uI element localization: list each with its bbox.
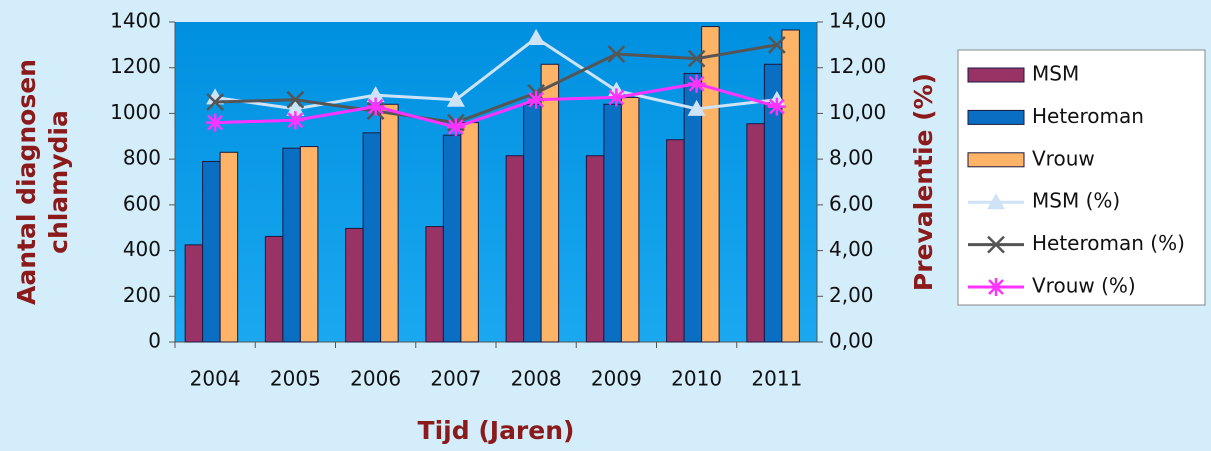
- legend-marker: [987, 193, 1005, 210]
- legend-marker: [987, 235, 1005, 254]
- point: [446, 118, 465, 137]
- point: [687, 99, 706, 116]
- y-tick-label: 600: [123, 191, 161, 215]
- bar: [380, 103, 399, 343]
- bar: [666, 139, 685, 343]
- bar: [781, 29, 800, 343]
- legend-label: MSM: [1032, 62, 1079, 86]
- x-tick-label: 2011: [751, 367, 802, 391]
- x-tick-label: 2007: [430, 367, 481, 391]
- bar: [540, 63, 560, 343]
- legend-label: Vrouw: [1032, 146, 1095, 170]
- point: [366, 86, 385, 103]
- y-tick-label: 200: [123, 283, 161, 307]
- bar: [603, 103, 622, 343]
- legend-marker: [987, 278, 1005, 296]
- legend-swatch: [967, 109, 1025, 125]
- bar: [523, 103, 542, 343]
- legend-label: Vrouw (%): [1032, 274, 1136, 298]
- bar: [442, 134, 462, 343]
- point: [366, 97, 385, 116]
- y2-tick-label: 0,00: [829, 329, 874, 353]
- point: [607, 88, 626, 107]
- y2-tick-label: 10,00: [829, 100, 886, 124]
- bar: [345, 227, 364, 343]
- y2-tick-label: 14,00: [829, 9, 886, 33]
- legend-box: [957, 49, 1206, 306]
- x-tick-label: 2004: [190, 367, 241, 391]
- point: [286, 90, 305, 109]
- bar: [620, 96, 640, 343]
- point: [767, 97, 786, 116]
- point: [206, 93, 225, 111]
- legend-swatch: [967, 67, 1025, 83]
- line: [215, 43, 778, 125]
- point: [446, 90, 465, 107]
- y2-axis-title: Prevalentie (%): [909, 73, 938, 291]
- x-tick-label: 2006: [350, 367, 401, 391]
- y2-tick-label: 6,00: [829, 191, 874, 215]
- y2-tick-label: 4,00: [829, 237, 874, 261]
- x-axis-title: Tijd (Jaren): [418, 416, 575, 445]
- x-tick-label: 2009: [591, 367, 642, 391]
- line: [215, 82, 778, 129]
- point: [607, 45, 626, 63]
- y-tick-label: 1200: [110, 54, 161, 78]
- y2-tick-label: 12,00: [829, 54, 886, 78]
- x-tick-label: 2008: [511, 367, 562, 391]
- y-axis-title: Aantal diagnosen: [12, 59, 41, 305]
- bar: [299, 146, 319, 343]
- bar: [425, 226, 444, 343]
- y-tick-label: 1400: [110, 9, 161, 33]
- y-tick-label: 400: [123, 237, 161, 261]
- y-tick-label: 0: [148, 329, 161, 353]
- point: [206, 113, 225, 132]
- point: [286, 99, 305, 116]
- y-axis-title: chlamydia: [44, 110, 73, 254]
- legend-label: Heteroman: [1032, 104, 1144, 128]
- bar: [746, 123, 765, 343]
- legend-label: MSM (%): [1032, 189, 1120, 213]
- point: [687, 74, 706, 93]
- line: [214, 36, 778, 111]
- point: [286, 111, 305, 130]
- bar: [362, 132, 382, 343]
- point: [687, 49, 706, 68]
- bar: [202, 160, 221, 343]
- bar: [701, 26, 720, 343]
- y-tick-label: 800: [123, 146, 161, 170]
- bar: [282, 147, 301, 343]
- point: [527, 29, 546, 45]
- bar: [219, 151, 239, 343]
- y-tick-label: 1000: [110, 100, 161, 124]
- point: [767, 35, 786, 54]
- bar: [505, 155, 525, 343]
- bar: [460, 122, 479, 343]
- x-tick-label: 2010: [671, 367, 722, 391]
- legend-swatch: [967, 152, 1025, 168]
- bar: [184, 244, 204, 343]
- y2-tick-label: 8,00: [829, 146, 874, 170]
- bar: [585, 155, 605, 343]
- point: [527, 90, 546, 109]
- y2-tick-label: 2,00: [829, 283, 874, 307]
- legend-label: Heteroman (%): [1032, 231, 1185, 255]
- x-tick-label: 2005: [270, 367, 321, 391]
- bar: [264, 235, 284, 343]
